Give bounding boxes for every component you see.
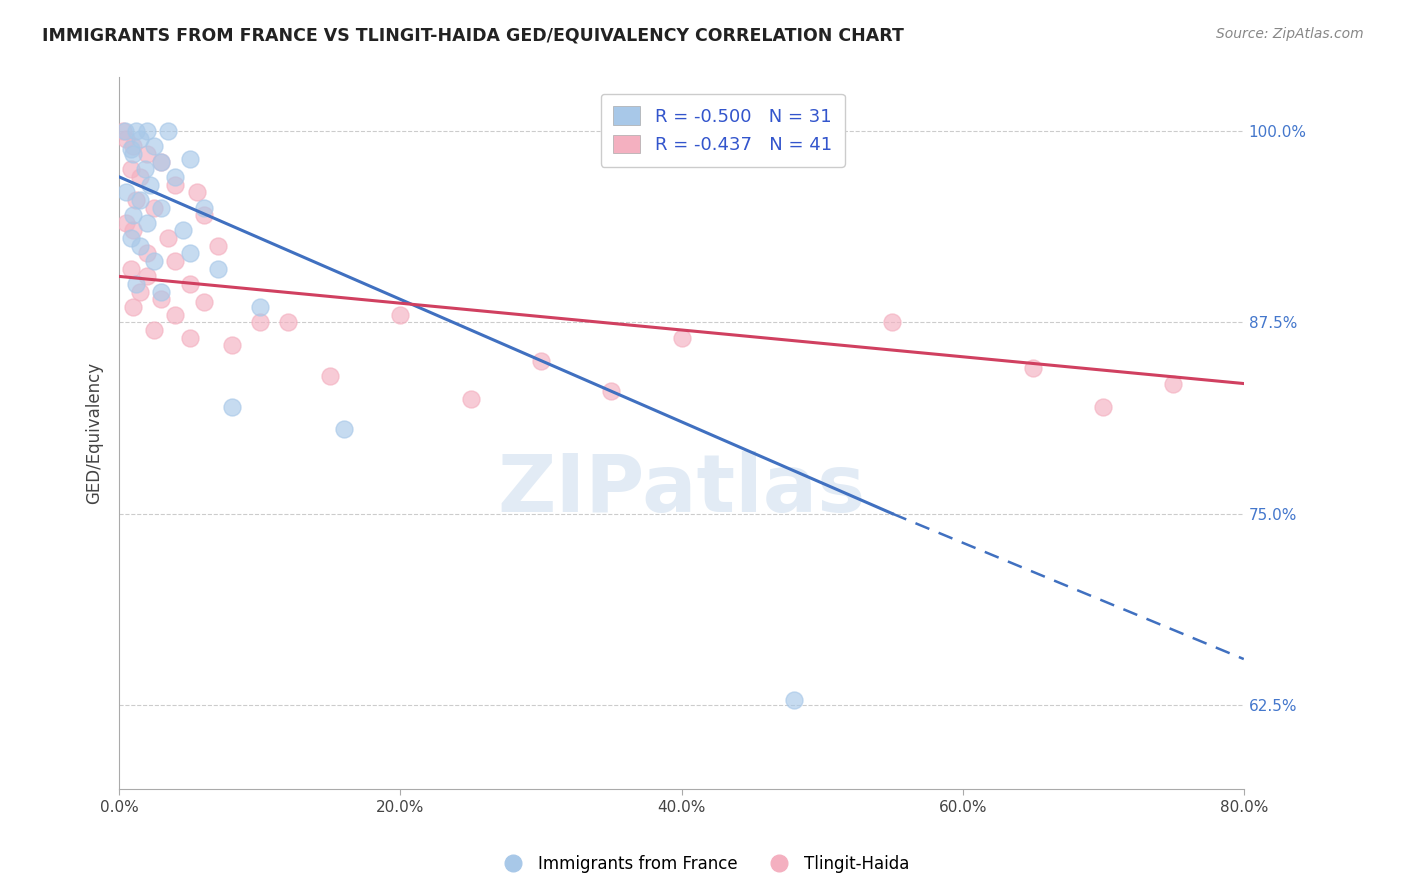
Point <box>221 400 243 414</box>
Point <box>179 277 201 291</box>
Point <box>186 186 208 200</box>
Text: IMMIGRANTS FROM FRANCE VS TLINGIT-HAIDA GED/EQUIVALENCY CORRELATION CHART: IMMIGRANTS FROM FRANCE VS TLINGIT-HAIDA … <box>42 27 904 45</box>
Point <box>671 331 693 345</box>
Point <box>150 154 173 169</box>
Text: Source: ZipAtlas.com: Source: ZipAtlas.com <box>1216 27 1364 41</box>
Text: ZIPatlas: ZIPatlas <box>498 451 866 529</box>
Y-axis label: GED/Equivalency: GED/Equivalency <box>86 362 103 504</box>
Point <box>122 139 145 153</box>
Point <box>150 201 173 215</box>
Point <box>193 208 215 222</box>
Point <box>129 239 152 253</box>
Point <box>172 223 194 237</box>
Point <box>136 246 159 260</box>
Point <box>115 131 138 145</box>
Legend: R = -0.500   N = 31, R = -0.437   N = 41: R = -0.500 N = 31, R = -0.437 N = 41 <box>600 94 845 167</box>
Point <box>136 216 159 230</box>
Point <box>333 422 356 436</box>
Point <box>136 147 159 161</box>
Point <box>120 142 142 156</box>
Point <box>150 285 173 299</box>
Point <box>1092 400 1115 414</box>
Point <box>136 269 159 284</box>
Point <box>165 254 187 268</box>
Point <box>193 295 215 310</box>
Point <box>221 338 243 352</box>
Point <box>193 201 215 215</box>
Point <box>389 308 412 322</box>
Point <box>122 223 145 237</box>
Point <box>122 147 145 161</box>
Point <box>249 300 271 314</box>
Point <box>1163 376 1185 391</box>
Point <box>600 384 623 399</box>
Point <box>125 277 148 291</box>
Point <box>150 154 173 169</box>
Point <box>115 216 138 230</box>
Point <box>125 193 148 207</box>
Point <box>122 300 145 314</box>
Point <box>143 323 166 337</box>
Point <box>530 353 553 368</box>
Point <box>179 331 201 345</box>
Point <box>882 315 904 329</box>
Point <box>179 152 201 166</box>
Point <box>1022 361 1045 376</box>
Point <box>249 315 271 329</box>
Point <box>125 124 148 138</box>
Point <box>157 231 180 245</box>
Point <box>207 239 229 253</box>
Point <box>120 231 142 245</box>
Point <box>143 201 166 215</box>
Point <box>157 124 180 138</box>
Point <box>165 169 187 184</box>
Legend: Immigrants from France, Tlingit-Haida: Immigrants from France, Tlingit-Haida <box>489 848 917 880</box>
Point <box>129 131 152 145</box>
Point <box>783 693 806 707</box>
Point <box>114 124 136 138</box>
Point <box>277 315 299 329</box>
Point <box>134 162 156 177</box>
Point <box>165 308 187 322</box>
Point <box>120 162 142 177</box>
Point <box>460 392 482 406</box>
Point <box>129 169 152 184</box>
Point <box>112 124 135 138</box>
Point <box>319 368 342 383</box>
Point <box>115 186 138 200</box>
Point <box>165 178 187 192</box>
Point <box>150 293 173 307</box>
Point <box>129 285 152 299</box>
Point <box>143 254 166 268</box>
Point <box>179 246 201 260</box>
Point <box>120 261 142 276</box>
Point <box>139 178 162 192</box>
Point <box>122 208 145 222</box>
Point <box>207 261 229 276</box>
Point <box>129 193 152 207</box>
Point <box>143 139 166 153</box>
Point <box>136 124 159 138</box>
